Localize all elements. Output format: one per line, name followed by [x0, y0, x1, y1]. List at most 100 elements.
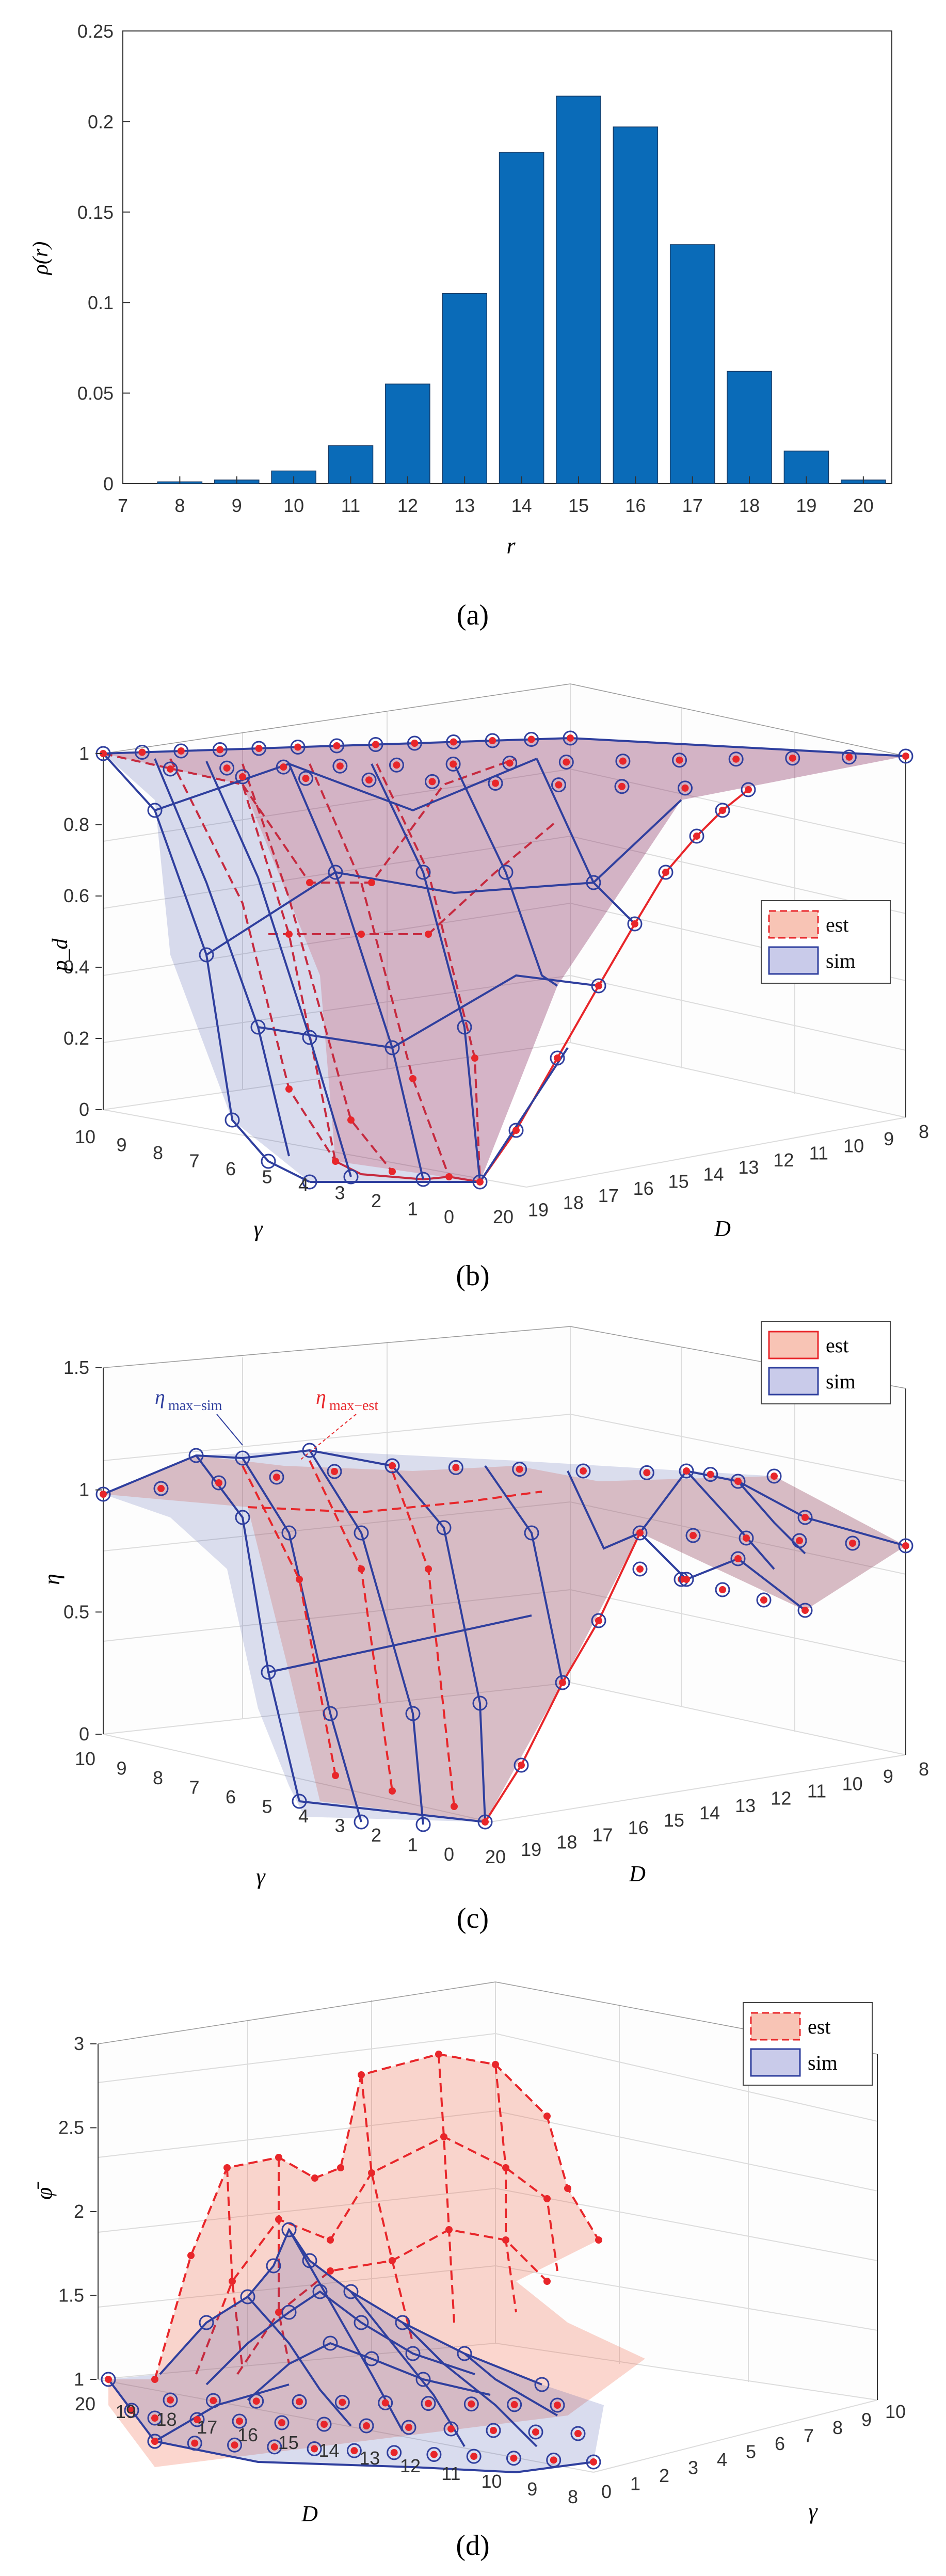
sim-marker	[591, 978, 606, 994]
sim-marker	[627, 916, 643, 932]
sim-marker	[281, 2222, 297, 2237]
sim-marker	[227, 2437, 243, 2453]
caption-c: (c)	[457, 1902, 489, 1934]
eta-est-subscript: max−est	[329, 1398, 378, 1414]
sim-marker	[405, 1706, 421, 1721]
est-marker	[445, 2226, 453, 2233]
sim-marker	[546, 2452, 562, 2468]
legend: est sim	[761, 900, 891, 984]
sim-marker	[528, 2424, 543, 2440]
axis-tick-label: 8	[568, 2486, 578, 2507]
sim-marker	[415, 1817, 431, 1832]
y-tick-label: 0.15	[77, 202, 114, 223]
bar-14	[499, 152, 544, 484]
sim-marker	[269, 1469, 284, 1485]
axis-tick-label: 15	[668, 1171, 689, 1192]
sim-marker	[235, 769, 250, 785]
sim-marker	[276, 759, 291, 775]
est-marker	[358, 1565, 365, 1573]
est-marker	[358, 2071, 365, 2078]
est-marker	[554, 2402, 561, 2409]
z-axis-label: η	[39, 1574, 65, 1585]
est-marker	[559, 1679, 566, 1686]
z-tick-label: 0	[79, 1099, 89, 1120]
z-tick-label: 1	[79, 743, 89, 764]
est-marker	[555, 781, 563, 789]
est-marker	[428, 778, 436, 786]
sim-surface	[103, 738, 906, 1182]
est-marker	[707, 1470, 714, 1478]
axis-tick-label: 12	[771, 1788, 791, 1809]
axis-tick-label: 17	[598, 1185, 619, 1206]
eta-max-est-annotation: η max−est	[299, 1385, 378, 1461]
sim-marker	[232, 2413, 247, 2429]
est-marker	[365, 776, 373, 784]
legend-sim-swatch	[750, 2048, 801, 2077]
legend-sim-swatch	[768, 946, 819, 975]
est-marker	[285, 931, 293, 938]
sim-marker	[302, 1443, 317, 1458]
caption-b: (b)	[456, 1260, 489, 1292]
est-marker	[532, 2428, 539, 2436]
est-marker	[167, 2396, 174, 2404]
sim-marker	[766, 1468, 782, 1484]
sim-marker	[485, 733, 500, 748]
sim-marker	[658, 865, 674, 880]
sim-marker	[415, 865, 431, 880]
est-marker	[518, 1762, 525, 1769]
y-tick-label: 0.25	[77, 21, 114, 42]
panel-c: η max−sim η max−est 0 0.5 1 1.5 10 9 8 7 6 5 4 3 2 1 0…	[0, 1311, 946, 1951]
sim-marker	[384, 1040, 400, 1055]
sim-marker	[187, 2436, 202, 2451]
legend-sim-label: sim	[826, 1370, 856, 1393]
sim-marker	[534, 2377, 550, 2392]
axis-tick-label: 1	[407, 1834, 418, 1855]
est-marker	[595, 982, 602, 989]
sim-marker	[235, 1510, 250, 1525]
est-marker	[619, 757, 627, 765]
sim-marker	[384, 1458, 400, 1474]
sim-marker	[147, 803, 163, 818]
axis-tick-label: 8	[153, 1767, 163, 1788]
z-tick-label: 0.6	[63, 885, 89, 906]
est-marker	[187, 2252, 195, 2259]
axis-tick-label: 16	[633, 1178, 654, 1199]
axis-tick-label: 8	[919, 1121, 929, 1142]
est-marker	[676, 756, 683, 764]
sim-marker	[512, 1462, 527, 1477]
sim-marker	[251, 741, 267, 756]
axis-tick-label: 10	[75, 1748, 95, 1769]
est-marker	[563, 758, 570, 766]
axis-tick-label: 18	[556, 1832, 577, 1853]
est-marker	[801, 1607, 809, 1614]
axis-tick-label: 16	[628, 1817, 649, 1838]
sim-marker	[498, 865, 514, 880]
caption-d: (d)	[456, 2530, 489, 2562]
sim-marker	[323, 2335, 338, 2351]
sim-marker	[267, 2439, 282, 2455]
est-marker	[311, 2445, 318, 2453]
sim-marker	[446, 734, 461, 749]
axis-tick-label: 2	[371, 1190, 381, 1211]
est-marker	[470, 2453, 478, 2460]
sim-marker	[679, 1572, 694, 1587]
x-axis-label: r	[506, 533, 516, 558]
bar-17	[669, 244, 715, 484]
axis-tick-label: 13	[735, 1795, 756, 1816]
est-marker	[157, 1485, 165, 1492]
bar-chart: 0 0.05 0.1 0.15 0.2 0.25 7 8 9 10 11 12 13 14 15 16 17 1…	[29, 21, 892, 631]
sim-marker	[415, 1172, 431, 1187]
est-marker	[543, 2113, 551, 2120]
z-tick-label: 3	[74, 2033, 84, 2054]
est-marker	[311, 2174, 318, 2182]
est-surface	[103, 738, 906, 1182]
back-walls	[98, 1982, 877, 2400]
axis-tick-label: 5	[262, 1166, 272, 1188]
est-marker	[734, 1555, 742, 1562]
sim-marker	[343, 1169, 359, 1185]
est-marker	[350, 2447, 358, 2455]
sim-marker	[205, 2393, 221, 2408]
est-marker	[595, 2236, 602, 2244]
est-marker	[845, 753, 853, 761]
est-marker	[564, 2185, 571, 2192]
